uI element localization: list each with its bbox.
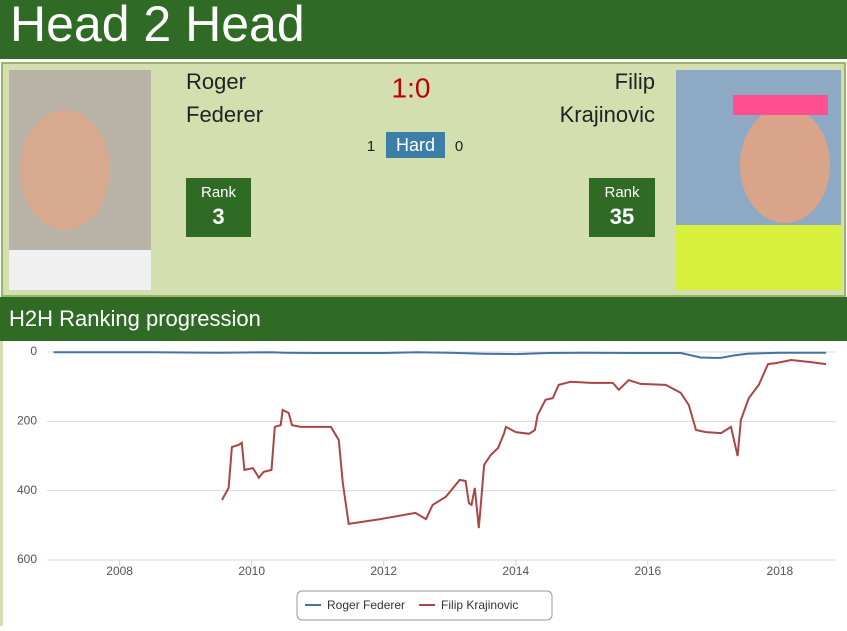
photo-shirt: [9, 250, 151, 290]
player-first-name: Filip: [615, 69, 655, 94]
panel-edge: [0, 341, 3, 626]
x-tick-label: 2018: [767, 564, 794, 578]
chart-title: H2H Ranking progression: [9, 306, 261, 331]
y-tick-label: 0: [30, 344, 37, 358]
x-tick-label: 2010: [238, 564, 265, 578]
score: 1:0: [392, 72, 431, 103]
x-tick-label: 2016: [634, 564, 661, 578]
rank-value: 35: [610, 204, 634, 229]
rank-value: 3: [212, 204, 224, 229]
photo-shirt: [676, 225, 841, 290]
section-bar: [0, 297, 847, 341]
header-bar: [0, 0, 847, 59]
photo-face: [20, 110, 110, 230]
surface: Hard: [396, 135, 435, 155]
y-tick-label: 400: [17, 483, 37, 497]
y-tick-label: 600: [17, 552, 37, 566]
surface-wins: 0: [455, 138, 463, 155]
x-tick-label: 2014: [502, 564, 529, 578]
y-tick-label: 200: [17, 414, 37, 428]
x-tick-label: 2008: [106, 564, 133, 578]
player-last-name: Krajinovic: [560, 102, 655, 127]
rank-box: [186, 178, 251, 237]
player-first-name: Roger: [186, 69, 246, 94]
rank-box: [589, 178, 655, 237]
legend-label[interactable]: Roger Federer: [327, 598, 405, 612]
x-tick-label: 2012: [370, 564, 397, 578]
series-line: [53, 351, 827, 359]
photo-face: [740, 107, 830, 223]
surface-wins: 1: [367, 138, 375, 155]
photo-headband: [733, 95, 828, 115]
series-line: [221, 358, 827, 529]
surface-badge: [386, 132, 445, 158]
rank-label: Rank: [604, 184, 640, 201]
page-title: Head 2 Head: [10, 0, 305, 52]
rank-label: Rank: [201, 184, 237, 201]
player-last-name: Federer: [186, 102, 263, 127]
legend-label[interactable]: Filip Krajinovic: [441, 598, 518, 612]
